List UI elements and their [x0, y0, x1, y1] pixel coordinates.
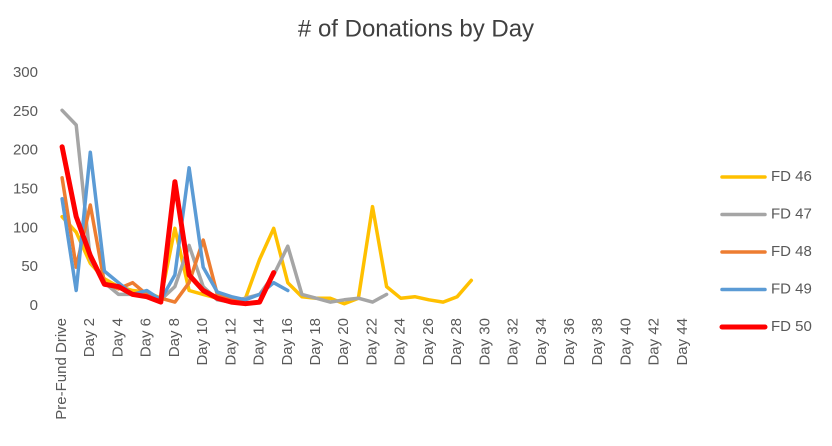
x-tick-label: Day 12 — [222, 318, 239, 366]
x-tick-label: Day 44 — [674, 318, 691, 366]
legend-label: FD 46 — [771, 168, 812, 185]
x-tick-label: Day 26 — [420, 318, 437, 366]
x-tick-label: Day 38 — [589, 318, 606, 366]
x-tick-label: Day 14 — [251, 318, 268, 366]
x-tick-label: Day 34 — [533, 318, 550, 366]
x-tick-label: Day 24 — [392, 318, 409, 366]
x-tick-label: Day 28 — [448, 318, 465, 366]
x-tick-label: Day 8 — [166, 318, 183, 357]
x-tick-label: Day 16 — [279, 318, 296, 366]
y-tick-label: 150 — [13, 180, 38, 197]
y-tick-label: 0 — [30, 297, 38, 314]
x-tick-label: Day 20 — [335, 318, 352, 366]
x-tick-label: Day 6 — [138, 318, 155, 357]
x-tick-label: Day 40 — [617, 318, 634, 366]
y-tick-label: 200 — [13, 142, 38, 159]
series-line — [59, 144, 277, 307]
x-tick-label: Day 22 — [363, 318, 380, 366]
series-line — [60, 204, 474, 306]
series-line — [60, 108, 389, 304]
x-tick-label: Day 4 — [109, 318, 126, 357]
x-tick-label: Day 30 — [476, 318, 493, 366]
x-tick-label: Pre-Fund Drive — [53, 318, 70, 420]
y-tick-label: 100 — [13, 219, 38, 236]
y-tick-label: 250 — [13, 103, 38, 120]
chart-title: # of Donations by Day — [298, 15, 534, 42]
legend-label: FD 49 — [771, 280, 812, 297]
x-tick-label: Day 36 — [561, 318, 578, 366]
x-tick-label: Day 42 — [646, 318, 663, 366]
legend-label: FD 47 — [771, 205, 812, 222]
legend-label: FD 48 — [771, 243, 812, 260]
x-tick-label: Day 2 — [81, 318, 98, 357]
x-tick-label: Day 18 — [307, 318, 324, 366]
x-tick-label: Day 32 — [505, 318, 522, 366]
y-tick-label: 50 — [21, 258, 38, 275]
series-line — [60, 150, 290, 302]
legend-label: FD 50 — [771, 318, 812, 335]
x-tick-label: Day 10 — [194, 318, 211, 366]
y-tick-label: 300 — [13, 64, 38, 81]
